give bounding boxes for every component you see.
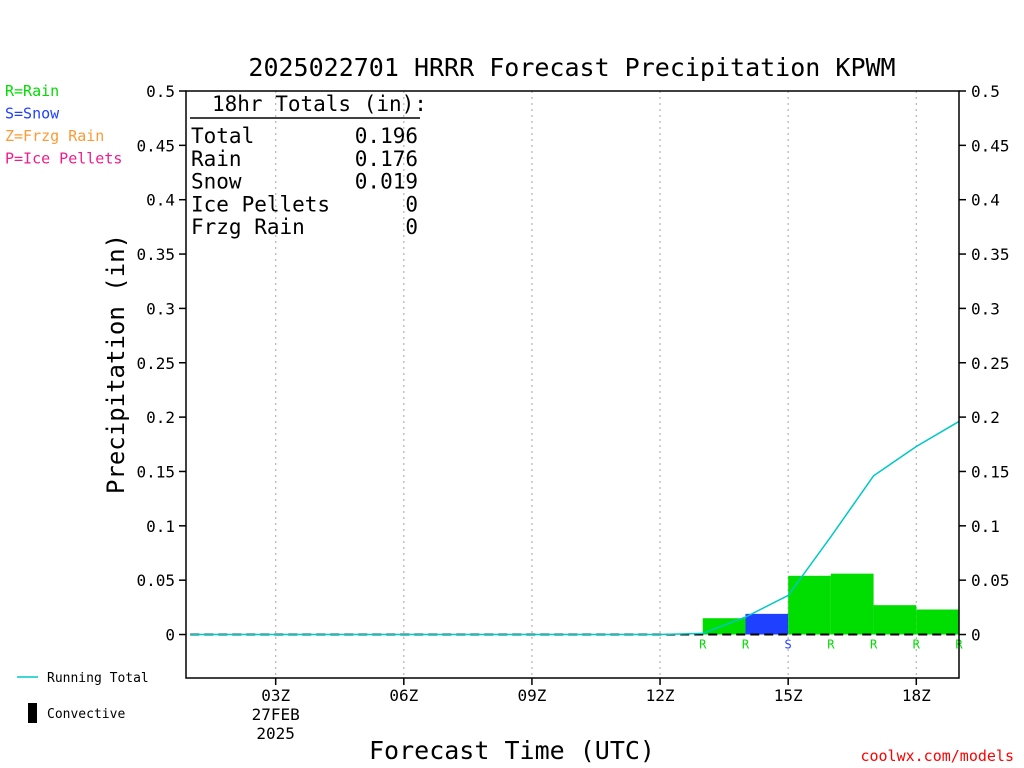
precip-type-marker: R — [827, 638, 835, 652]
y-tick-label-right: 0.4 — [971, 191, 1000, 210]
x-tick-label: 06Z — [389, 686, 418, 705]
precip-type-legend-item: S=Snow — [5, 105, 60, 123]
y-axis-label: Precipitation (in) — [102, 234, 130, 494]
bar — [788, 575, 831, 635]
precip-type-legend-item: R=Rain — [5, 82, 59, 100]
y-tick-label: 0.2 — [146, 408, 175, 427]
y-tick-label: 0.35 — [136, 245, 175, 264]
convective-legend-swatch — [28, 703, 37, 723]
totals-row-value: 0.176 — [355, 147, 418, 171]
y-tick-label: 0.45 — [136, 136, 175, 155]
totals-row-value: 0.196 — [355, 124, 418, 148]
x-axis-label: Forecast Time (UTC) — [369, 736, 655, 765]
precip-type-legend: R=Rain S=Snow Z=Frzg Rain P=Ice Pellets — [5, 82, 122, 168]
running-total-polyline — [190, 420, 960, 636]
y-tick-label: 0.5 — [146, 82, 175, 101]
convective-legend-label: Convective — [47, 707, 125, 722]
running-total-legend-label: Running Total — [47, 671, 149, 686]
y-tick-label-right: 0.45 — [971, 136, 1010, 155]
plot-frame — [185, 90, 960, 679]
x-tick-label: 09Z — [517, 686, 546, 705]
bar — [702, 618, 746, 635]
totals-row-label: Total — [191, 124, 254, 148]
chart-title: 2025022701 HRRR Forecast Precipitation K… — [248, 53, 895, 82]
bar — [916, 609, 959, 635]
y-axis-left: 0.5 0.45 0.4 0.35 0.3 0.25 0.2 0.15 0.1 0.05 0 — [136, 82, 186, 645]
y-tick-label-right: 0.05 — [971, 571, 1010, 590]
totals-row-label: Ice Pellets — [191, 192, 330, 216]
totals-header: 18hr Totals (in): — [212, 92, 427, 116]
totals-row-label: Snow — [191, 170, 242, 194]
totals-row-value: 0.019 — [355, 170, 418, 194]
grid-lines — [275, 91, 917, 678]
precip-type-legend-item: P=Ice Pellets — [5, 150, 122, 168]
bar — [745, 613, 789, 635]
y-tick-label-right: 0.25 — [971, 354, 1010, 373]
y-tick-label: 0.25 — [136, 354, 175, 373]
precip-type-marker: R — [699, 638, 707, 652]
totals-row-label: Frzg Rain — [191, 215, 305, 239]
precip-type-legend-item: Z=Frzg Rain — [5, 127, 104, 145]
line-legend: Running Total Convective — [17, 671, 149, 723]
credit-text: coolwx.com/models — [860, 747, 1014, 765]
bar — [873, 605, 917, 635]
totals-row-value: 0 — [405, 192, 418, 216]
y-tick-label-right: 0.15 — [971, 462, 1010, 481]
y-tick-label: 0.05 — [136, 571, 175, 590]
y-tick-label-right: 0.35 — [971, 245, 1010, 264]
totals-row-value: 0 — [405, 215, 418, 239]
totals-box: 18hr Totals (in): Total 0.196 Rain 0.176 Sno… — [190, 92, 427, 239]
x-tick-label: 18Z — [902, 686, 931, 705]
y-tick-label: 0.4 — [146, 191, 175, 210]
y-tick-label-right: 0.3 — [971, 299, 1000, 318]
x-tick-label: 03Z — [261, 686, 290, 705]
precip-type-marker: R — [742, 638, 750, 652]
y-tick-label-right: 0.1 — [971, 517, 1000, 536]
y-tick-label: 0 — [165, 626, 175, 645]
precip-type-marker: R — [870, 638, 878, 652]
precip-type-marker: R — [913, 638, 921, 652]
x-tick-label: 12Z — [646, 686, 675, 705]
x-tick-year: 2025 — [256, 724, 295, 743]
totals-row-label: Rain — [191, 147, 242, 171]
bar — [830, 573, 874, 635]
y-tick-label: 0.1 — [146, 517, 175, 536]
bar-series — [702, 573, 959, 635]
precip-type-marker: S — [785, 638, 792, 652]
y-axis-right: 0.5 0.45 0.4 0.35 0.3 0.25 0.2 0.15 0.1 0.05 0 — [959, 82, 1010, 645]
y-tick-label-right: 0 — [971, 626, 981, 645]
y-tick-label: 0.3 — [146, 299, 175, 318]
x-tick-date: 27FEB — [252, 705, 300, 724]
x-tick-label: 15Z — [774, 686, 803, 705]
y-tick-label-right: 0.5 — [971, 82, 1000, 101]
running-total-line — [190, 420, 960, 636]
y-tick-label-right: 0.2 — [971, 408, 1000, 427]
y-tick-label: 0.15 — [136, 462, 175, 481]
